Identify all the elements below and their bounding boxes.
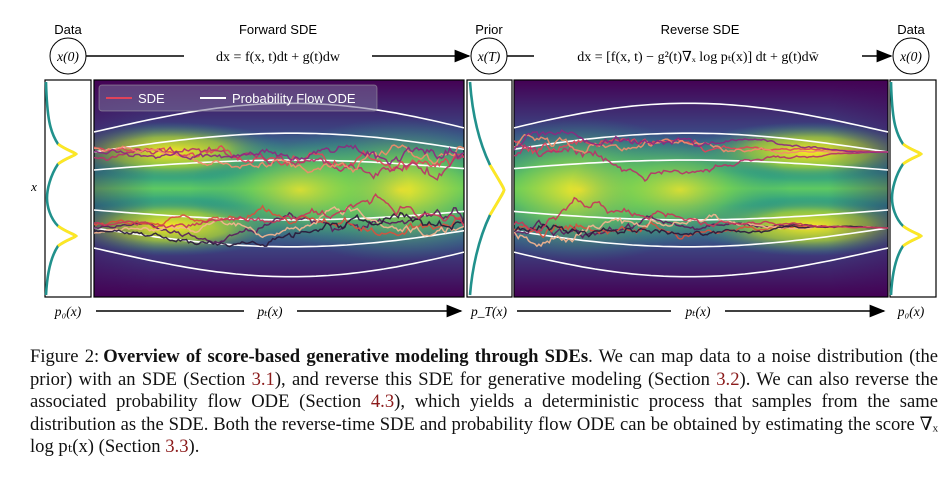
bottom-pt-forward: pₜ(x) xyxy=(256,304,283,319)
sde-trajectory xyxy=(94,206,464,239)
legend-sde-label: SDE xyxy=(138,91,165,106)
sde-trajectory xyxy=(94,146,464,181)
sde-trajectory xyxy=(94,144,464,174)
y-axis-label: x xyxy=(30,179,37,194)
ref-section-3-1[interactable]: 3.1 xyxy=(251,368,275,390)
sde-trajectory xyxy=(94,193,464,229)
forward-equation: dx = f(x, t)dt + g(t)dw xyxy=(216,50,341,65)
ref-section-3-2[interactable]: 3.2 xyxy=(716,368,740,390)
ode-trajectory xyxy=(514,247,888,278)
legend-box xyxy=(98,84,378,112)
node-x0-left-label: x(0) xyxy=(56,49,79,64)
ode-trajectory xyxy=(514,227,888,248)
header-data-left: Data xyxy=(54,22,82,37)
sde-trajectory xyxy=(94,144,464,166)
bottom-pt-reverse: pₜ(x) xyxy=(684,304,711,319)
header-data-right: Data xyxy=(897,22,925,37)
ode-trajectory xyxy=(514,209,888,221)
figure-caption: Figure 2: Overview of score-based generat… xyxy=(30,346,938,458)
node-x0-right xyxy=(892,37,930,75)
reverse-equation: dx = [f(x, t) − g²(t)∇ₓ log pₜ(x)] dt + … xyxy=(577,50,819,65)
node-x0-right-label: x(0) xyxy=(899,49,922,64)
ode-trajectory xyxy=(94,227,464,248)
ode-trajectory xyxy=(94,132,464,153)
data-density-panel-right xyxy=(889,79,937,298)
header-forward-sde: Forward SDE xyxy=(239,22,317,37)
sde-trajectory xyxy=(514,133,888,155)
sde-trajectory xyxy=(94,204,464,237)
header-prior: Prior xyxy=(475,22,503,37)
ode-trajectory xyxy=(514,159,888,171)
sde-trajectory xyxy=(514,196,888,234)
sde-trajectory xyxy=(94,211,464,248)
legend-ode-label: Probability Flow ODE xyxy=(232,91,356,106)
bottom-pT: p_T(x) xyxy=(470,304,507,319)
data-density-panel-left xyxy=(44,79,92,298)
caption-score-math: ∇ₓ log pₜ(x) xyxy=(30,413,938,458)
node-xT-label: x(T) xyxy=(477,49,501,64)
bottom-p0-right: p₀(x) xyxy=(897,304,925,319)
caption-label: Figure 2: xyxy=(30,346,100,367)
figure-diagram: Data Forward SDE Prior Reverse SDE Data … xyxy=(30,22,937,319)
ode-trajectory xyxy=(94,247,464,278)
ode-trajectory xyxy=(94,209,464,221)
forward-trajectories xyxy=(94,102,464,278)
ode-trajectory xyxy=(514,132,888,153)
ref-section-3-3[interactable]: 3.3 xyxy=(165,436,189,458)
ref-section-4-3[interactable]: 4.3 xyxy=(370,391,395,413)
sde-trajectory xyxy=(514,143,888,182)
ode-trajectory xyxy=(514,102,888,133)
forward-panel-frame xyxy=(93,79,465,298)
reverse-panel-frame xyxy=(513,79,889,298)
bottom-p0-left: p₀(x) xyxy=(54,304,82,319)
sde-trajectory xyxy=(514,129,888,154)
caption-title: Overview of score-based generative model… xyxy=(103,346,589,367)
header-reverse-sde: Reverse SDE xyxy=(661,22,740,37)
reverse-trajectories xyxy=(514,102,888,278)
